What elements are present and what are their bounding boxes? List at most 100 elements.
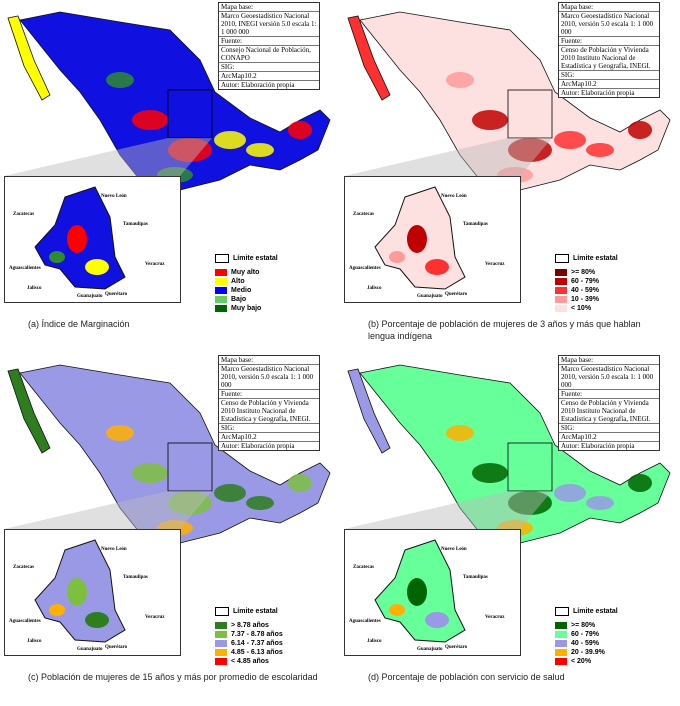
region-patch (446, 425, 474, 441)
legend-label: 4.85 - 6.13 años (231, 649, 283, 656)
legend-label: >= 80% (571, 622, 596, 629)
inset-map: Zacatecas Nuevo León Tamaulipas Aguascalien… (4, 176, 181, 303)
legend-entry: 40 - 59% (555, 287, 618, 294)
region-patch (508, 491, 552, 515)
inset-state-label: Nuevo León (441, 547, 467, 552)
region-patch (288, 121, 312, 139)
legend-limit-entry: Límite estatal (555, 254, 618, 263)
legend-label: < 4.85 años (231, 658, 269, 665)
inset-state-label: Nuevo León (441, 194, 467, 199)
legend-entry: Muy alto (215, 269, 278, 276)
inset-state-label: Zacatecas (353, 565, 374, 570)
inset-state-label: Veracruz (485, 615, 505, 620)
metadata-line: Mapa base: (219, 3, 319, 12)
legend-label: 7.37 - 8.78 años (231, 631, 283, 638)
legend-entry: 10 - 39% (555, 296, 618, 303)
inset-state-label: Jalisco (367, 639, 382, 644)
baja-california (7, 368, 51, 454)
legend-limit-swatch (555, 254, 569, 263)
study-area-box (167, 89, 213, 139)
inset-patch (389, 604, 405, 616)
legend-label: Alto (231, 278, 245, 285)
region-patch (472, 463, 508, 483)
metadata-line: Fuente: (559, 37, 659, 46)
legend-entry: 6.14 - 7.37 años (215, 640, 283, 647)
mexico-map (344, 11, 671, 191)
inset-state-label: Querétaro (105, 292, 128, 297)
legend-entry: < 10% (555, 305, 618, 312)
legend-swatch (555, 640, 567, 647)
study-area-box (167, 442, 213, 492)
legend-limit-entry: Límite estatal (555, 607, 618, 616)
map-metadata-box: Mapa base: Marco Geoestadístico Nacional … (558, 355, 660, 451)
legend-label: < 10% (571, 305, 592, 312)
legend-limit-swatch (215, 607, 229, 616)
inset-state-label: Zacatecas (13, 565, 34, 570)
region-patch (586, 143, 614, 157)
panel-caption: (d) Porcentaje de población con servicio… (368, 672, 565, 682)
map-panel-a: Mapa base: Marco Geoestadístico Nacional … (0, 0, 340, 353)
panel-caption: (a) Índice de Marginación (28, 319, 130, 329)
mexico-map (4, 364, 331, 544)
legend-swatch (215, 287, 227, 294)
region-patch (554, 484, 586, 502)
legend-limit-label: Límite estatal (573, 255, 618, 262)
legend-swatch (555, 296, 567, 303)
inset-state-label: Tamaulipas (123, 222, 148, 227)
legend-entry: 4.85 - 6.13 años (215, 649, 283, 656)
inset-patch (425, 612, 449, 628)
map-legend: Límite estatal >= 80% 60 - 79% 40 - 59% 20 -… (555, 607, 618, 667)
inset-patch (425, 259, 449, 275)
panel-caption: (c) Población de mujeres de 15 años y má… (28, 672, 318, 682)
inset-state-label: Zacatecas (353, 212, 374, 217)
inset-patch (407, 225, 427, 253)
legend-swatch (215, 649, 227, 656)
inset-state-label: Tamaulipas (123, 575, 148, 580)
legend-label: Bajo (231, 296, 247, 303)
legend-swatch (215, 658, 227, 665)
legend-entry: > 8.78 años (215, 622, 283, 629)
inset-patch (67, 225, 87, 253)
inset-state-label: Guanajuato (417, 647, 443, 652)
legend-swatch (555, 269, 567, 276)
legend-swatch (215, 622, 227, 629)
map-legend: Límite estatal > 8.78 años 7.37 - 8.78 año… (215, 607, 283, 667)
region-patch (214, 484, 246, 502)
metadata-line: Fuente: (219, 37, 319, 46)
region-patch (554, 131, 586, 149)
region-patch (586, 496, 614, 510)
region-patch (132, 110, 168, 130)
inset-state-label: Querétaro (445, 292, 468, 297)
legend-swatch (215, 296, 227, 303)
inset-state-label: Jalisco (367, 286, 382, 291)
legend-limit-swatch (215, 254, 229, 263)
inset-state-label: Querétaro (445, 645, 468, 650)
region-patch (628, 121, 652, 139)
region-patch (628, 474, 652, 492)
inset-state-label: Zacatecas (13, 212, 34, 217)
region-patch (246, 143, 274, 157)
metadata-line: SIG: (219, 424, 319, 433)
metadata-line: ArcMap10.2 (219, 72, 319, 81)
inset-patch (407, 578, 427, 606)
inset-patch (67, 578, 87, 606)
inset-map: Zacatecas Nuevo León Tamaulipas Aguascalien… (4, 529, 181, 656)
map-panel-d: Mapa base: Marco Geoestadístico Nacional … (340, 353, 680, 706)
legend-label: 60 - 79% (571, 278, 600, 285)
legend-label: 40 - 59% (571, 640, 600, 647)
inset-patch (85, 259, 109, 275)
legend-swatch (555, 649, 567, 656)
inset-state-label: Querétaro (105, 645, 128, 650)
legend-swatch (555, 287, 567, 294)
zoom-connector (4, 491, 212, 529)
metadata-line: Marco Geoestadístico Nacional 2010, vers… (559, 12, 659, 37)
legend-label: < 20% (571, 658, 592, 665)
zoom-connector (4, 138, 212, 176)
metadata-line: ArcMap10.2 (559, 80, 659, 89)
metadata-line: Censo de Población y Vivienda 2010 Insti… (559, 46, 659, 71)
legend-swatch (215, 640, 227, 647)
region-patch (168, 491, 212, 515)
legend-entry: Bajo (215, 296, 278, 303)
legend-entry: 7.37 - 8.78 años (215, 631, 283, 638)
legend-swatch (215, 631, 227, 638)
